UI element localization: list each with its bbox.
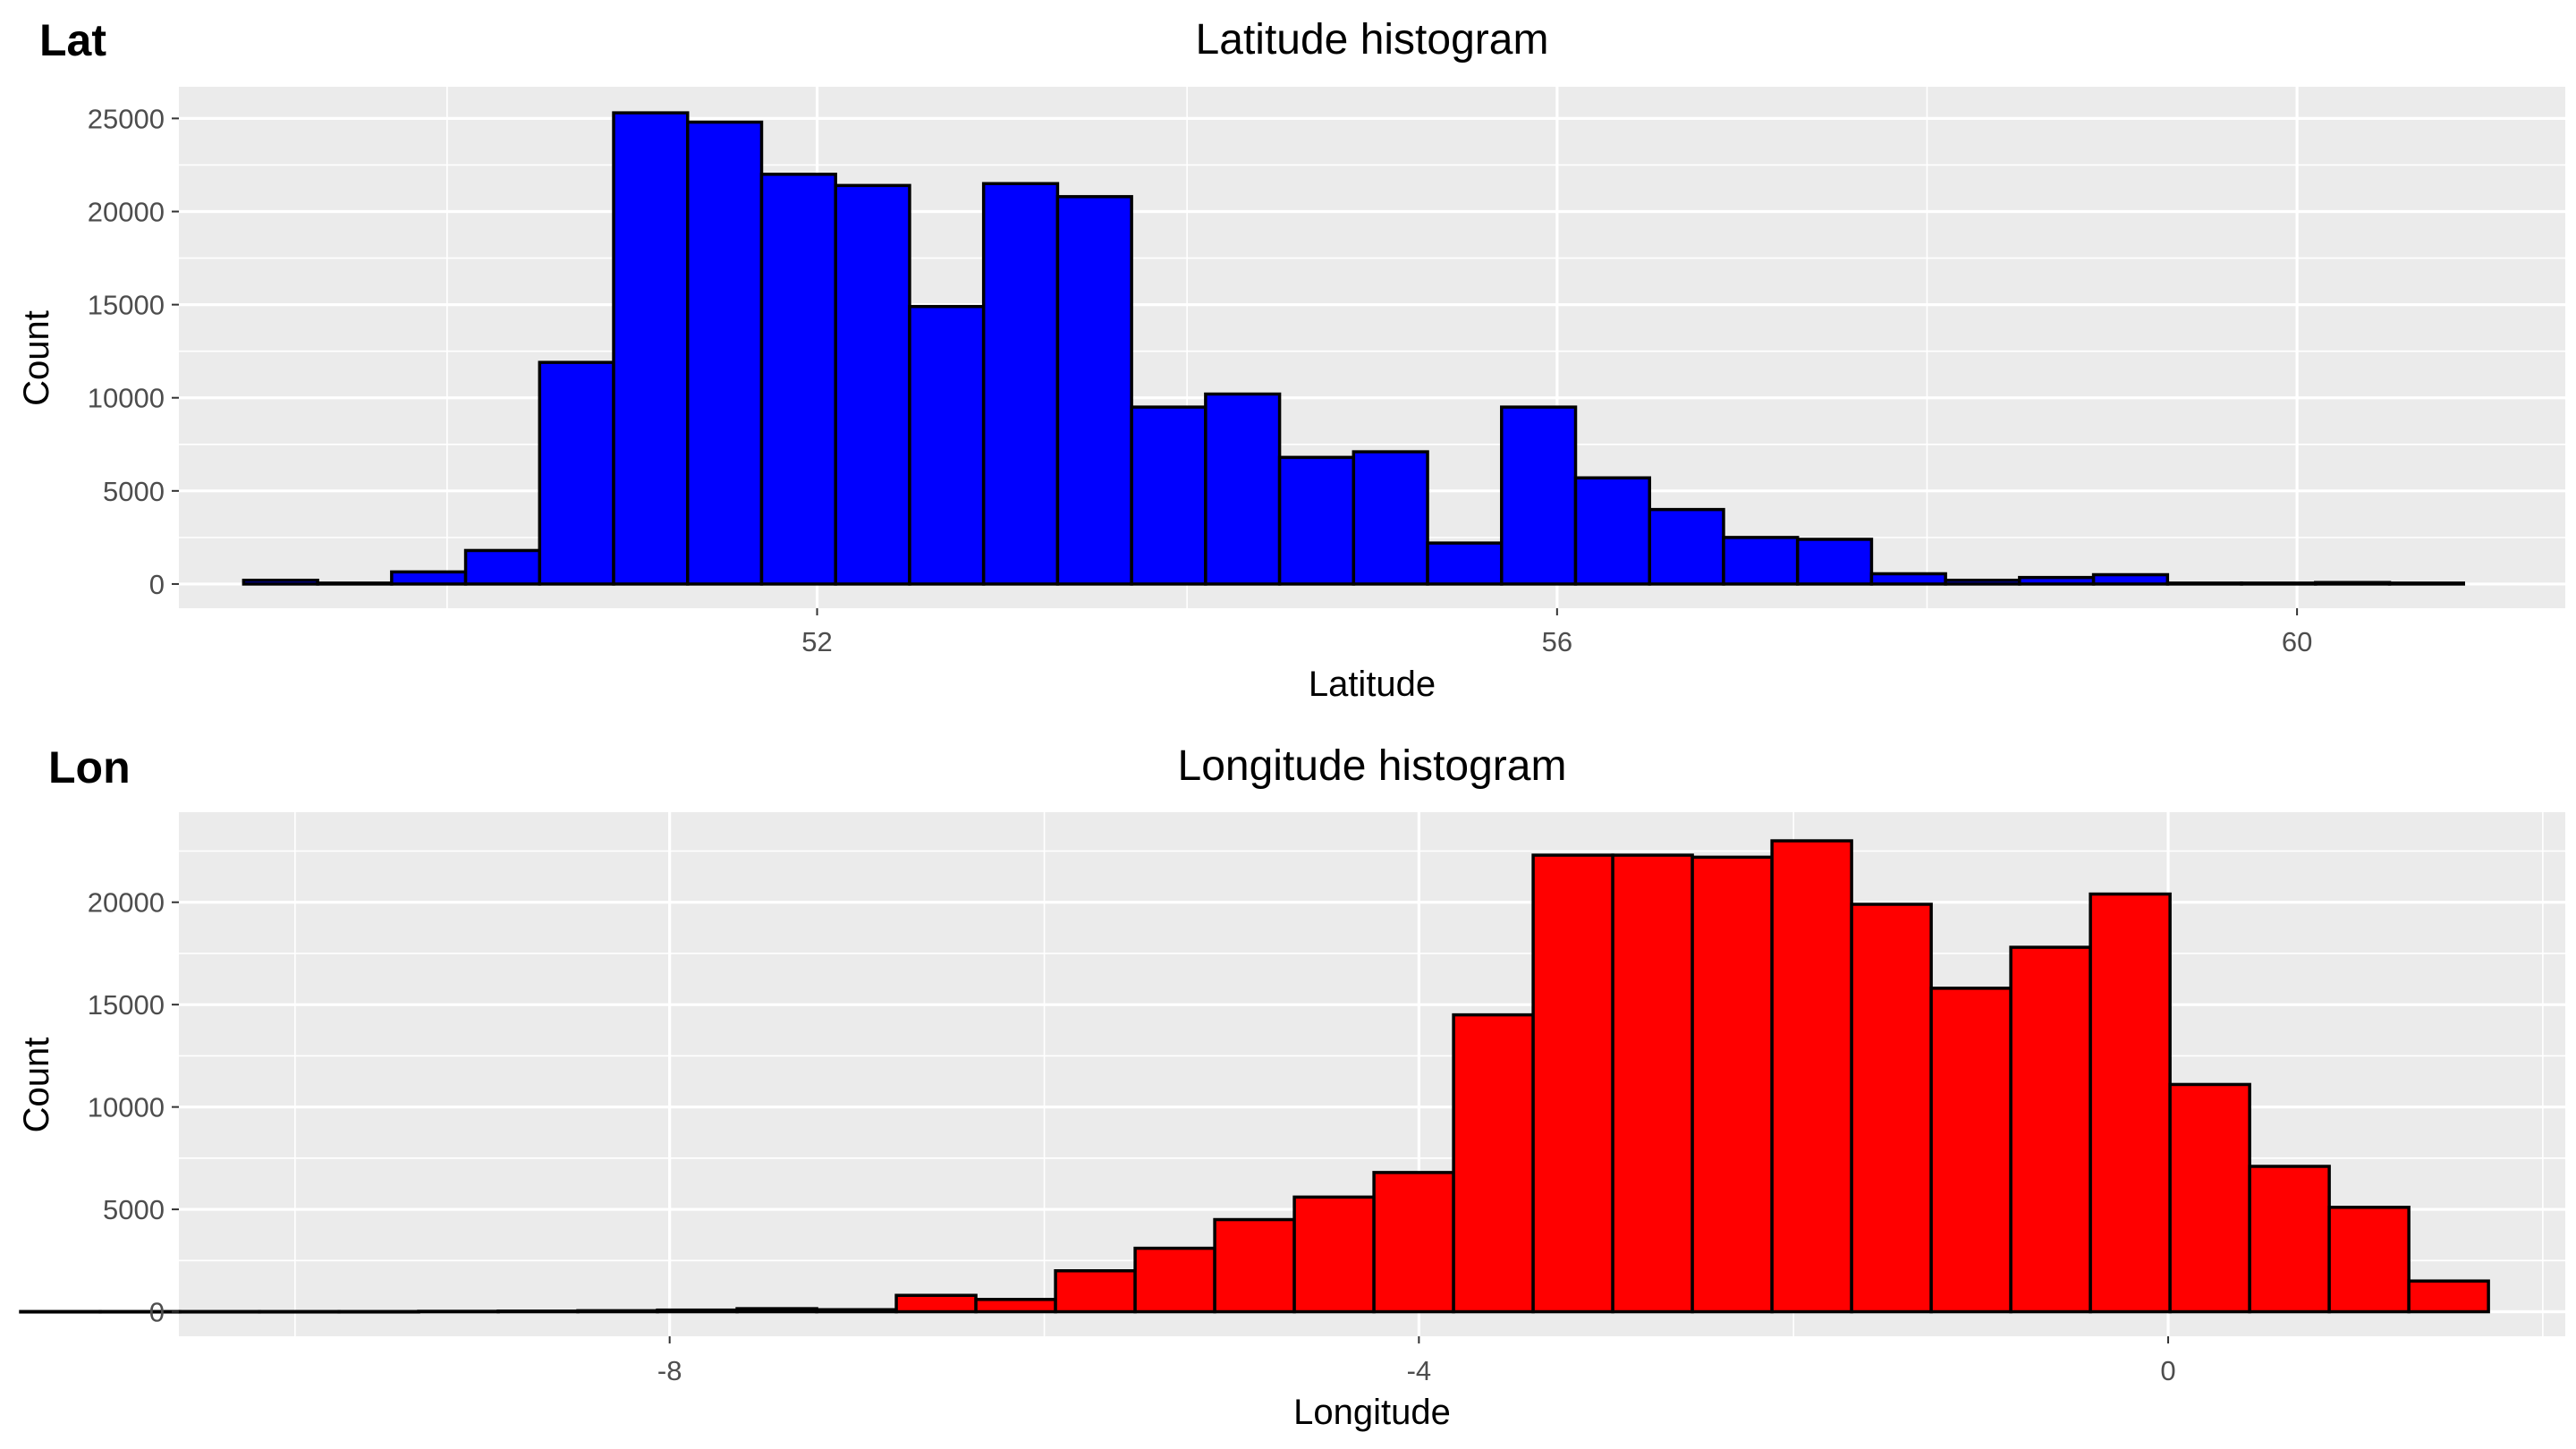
histogram-bar: [1611, 853, 1694, 1314]
histogram-bar: [417, 1309, 500, 1314]
histogram-bar: [2168, 1082, 2251, 1314]
histogram-bar: [1944, 579, 2021, 586]
y-tick-label: 10000: [88, 383, 165, 414]
x-tick-label: -8: [657, 1355, 682, 1386]
histogram-bar: [1795, 538, 1874, 586]
histogram-bar: [1452, 1013, 1535, 1314]
x-tick-label: 52: [801, 626, 832, 657]
x-axis-title: Latitude: [1309, 665, 1436, 704]
x-tick-label: 56: [1542, 626, 1572, 657]
histogram-bar: [2314, 580, 2392, 586]
histogram-bar: [538, 360, 615, 586]
histogram-bar: [1426, 541, 1504, 586]
y-tick-label: 0: [149, 1297, 165, 1328]
histogram-bar: [1292, 1195, 1376, 1314]
histogram-bar: [463, 548, 542, 586]
histogram-bar: [1722, 536, 1800, 586]
histogram-bar: [1055, 195, 1133, 586]
histogram-bar: [98, 1309, 182, 1314]
y-axis-title: Count: [17, 310, 56, 406]
histogram-bar: [908, 304, 986, 586]
histogram-bar: [686, 120, 764, 586]
histogram-bar: [2089, 892, 2172, 1314]
histogram-bar: [981, 182, 1060, 586]
panel-tag: Lat: [39, 15, 106, 65]
histogram-bar: [1213, 1217, 1296, 1314]
y-tick-label: 10000: [88, 1092, 165, 1123]
histogram-bar: [1133, 1246, 1216, 1314]
x-tick-label: 60: [2282, 626, 2312, 657]
histogram-bar: [815, 1308, 898, 1314]
histogram-bar: [576, 1309, 659, 1314]
histogram-bar: [1690, 855, 1774, 1314]
histogram-bar: [2240, 581, 2318, 586]
histogram-bar: [834, 183, 911, 586]
histogram-bar: [1204, 392, 1282, 586]
histogram-bar: [974, 1298, 1057, 1314]
histogram-bar: [1648, 507, 1725, 586]
histogram-bar: [1929, 987, 2012, 1314]
histogram-bar: [1770, 839, 1853, 1314]
y-tick-label: 0: [149, 569, 165, 600]
histogram-bar: [337, 1309, 420, 1314]
panel-tag: Lon: [48, 742, 131, 792]
histogram-bar: [2387, 581, 2465, 586]
y-tick-label: 5000: [103, 476, 165, 507]
x-axis-title: Longitude: [1293, 1393, 1451, 1432]
histogram-bar: [2407, 1279, 2490, 1314]
histogram-bar: [735, 1307, 818, 1314]
histogram-bar: [390, 570, 468, 586]
histogram-bar: [1352, 450, 1429, 586]
histogram-bar: [316, 581, 394, 586]
histogram-bar: [2091, 572, 2170, 586]
longitude-panel: Lon Longitude histogram 0 5000 10000 15000 200…: [17, 742, 2565, 1432]
histogram-bar: [1850, 902, 1933, 1314]
latitude-panel: Lat Latitude histogram 0 5000 10000 15000 2000…: [17, 15, 2565, 704]
histogram-bar: [1372, 1171, 1455, 1314]
y-tick-label: 20000: [88, 887, 165, 919]
histogram-bar: [178, 1309, 261, 1314]
histogram-bar: [612, 111, 690, 586]
histogram-bar: [2165, 581, 2243, 586]
histogram-bar: [2327, 1206, 2411, 1314]
histogram-bar: [19, 1309, 102, 1314]
y-axis-title: Count: [17, 1038, 56, 1133]
x-tick-label: -4: [1407, 1355, 1432, 1386]
chart-title: Latitude histogram: [1196, 16, 1549, 64]
chart-title: Longitude histogram: [1178, 742, 1567, 790]
histogram-bar: [2248, 1165, 2331, 1314]
histogram-bar: [1500, 405, 1578, 586]
histogram-bar: [1869, 572, 1947, 586]
histogram-bar: [1130, 405, 1208, 586]
histogram-bar: [242, 579, 319, 586]
y-tick-label: 20000: [88, 197, 165, 228]
histogram-bar: [1531, 853, 1614, 1314]
histogram-bar: [1573, 476, 1651, 586]
histogram-bar: [894, 1293, 978, 1314]
y-tick-label: 15000: [88, 989, 165, 1021]
histogram-bar: [2009, 945, 2092, 1314]
histogram-bar: [1277, 455, 1356, 586]
histogram-bar: [496, 1309, 580, 1314]
histogram-bar: [656, 1308, 739, 1314]
y-tick-label: 25000: [88, 103, 165, 134]
histogram-bar: [2018, 575, 2096, 586]
histogram-bar: [759, 173, 837, 586]
y-tick-label: 15000: [88, 290, 165, 321]
histogram-bar: [1054, 1269, 1137, 1314]
x-tick-label: 0: [2160, 1355, 2175, 1386]
histogram-bar: [258, 1309, 341, 1314]
y-tick-label: 5000: [103, 1194, 165, 1225]
